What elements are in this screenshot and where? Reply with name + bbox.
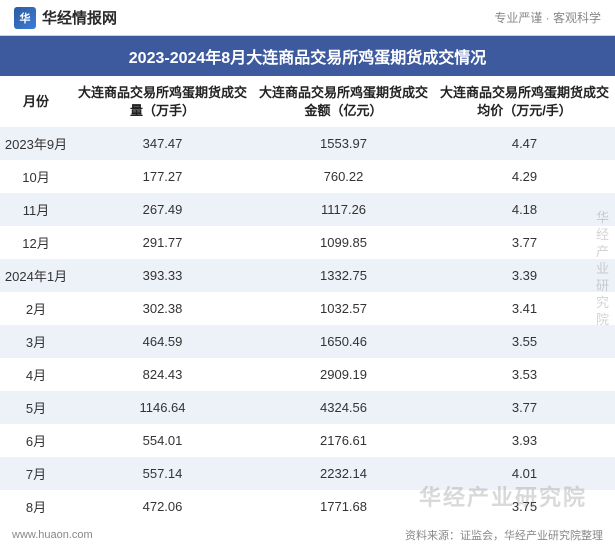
table-cell: 12月 (0, 226, 72, 259)
table-row: 10月177.27760.224.29 (0, 160, 615, 193)
table-cell: 8月 (0, 490, 72, 523)
table-cell: 2月 (0, 292, 72, 325)
table-cell: 2176.61 (253, 424, 434, 457)
table-cell: 302.38 (72, 292, 253, 325)
table-cell: 177.27 (72, 160, 253, 193)
table-cell: 554.01 (72, 424, 253, 457)
table-cell: 1117.26 (253, 193, 434, 226)
table-cell: 4.29 (434, 160, 615, 193)
table-row: 8月472.061771.683.75 (0, 490, 615, 523)
table-cell: 7月 (0, 457, 72, 490)
table-row: 4月824.432909.193.53 (0, 358, 615, 391)
table-cell: 3.53 (434, 358, 615, 391)
table-cell: 1332.75 (253, 259, 434, 292)
footer-source: 资料来源：证监会，华经产业研究院整理 (405, 527, 603, 543)
table-row: 6月554.012176.613.93 (0, 424, 615, 457)
table-cell: 557.14 (72, 457, 253, 490)
table-row: 2023年9月347.471553.974.47 (0, 127, 615, 160)
table-cell: 3.77 (434, 226, 615, 259)
table-row: 7月557.142232.144.01 (0, 457, 615, 490)
data-table: 月份 大连商品交易所鸡蛋期货成交量（万手） 大连商品交易所鸡蛋期货成交金额（亿元… (0, 76, 615, 523)
table-row: 5月1146.644324.563.77 (0, 391, 615, 424)
table-row: 2月302.381032.573.41 (0, 292, 615, 325)
table-cell: 4324.56 (253, 391, 434, 424)
col-header-volume: 大连商品交易所鸡蛋期货成交量（万手） (72, 76, 253, 127)
table-cell: 2023年9月 (0, 127, 72, 160)
table-cell: 3.55 (434, 325, 615, 358)
table-cell: 4.18 (434, 193, 615, 226)
table-header-row: 月份 大连商品交易所鸡蛋期货成交量（万手） 大连商品交易所鸡蛋期货成交金额（亿元… (0, 76, 615, 127)
col-header-amount: 大连商品交易所鸡蛋期货成交金额（亿元） (253, 76, 434, 127)
table-cell: 3.77 (434, 391, 615, 424)
table-cell: 760.22 (253, 160, 434, 193)
table-row: 2024年1月393.331332.753.39 (0, 259, 615, 292)
col-header-avgprice: 大连商品交易所鸡蛋期货成交均价（万元/手） (434, 76, 615, 127)
table-cell: 4.01 (434, 457, 615, 490)
table-cell: 1553.97 (253, 127, 434, 160)
table-cell: 2232.14 (253, 457, 434, 490)
table-cell: 393.33 (72, 259, 253, 292)
page-header: 华 华经情报网 专业严谨 · 客观科学 (0, 0, 615, 36)
table-cell: 347.47 (72, 127, 253, 160)
table-cell: 6月 (0, 424, 72, 457)
table-cell: 824.43 (72, 358, 253, 391)
table-row: 3月464.591650.463.55 (0, 325, 615, 358)
table-cell: 4月 (0, 358, 72, 391)
table-cell: 2909.19 (253, 358, 434, 391)
table-title: 2023-2024年8月大连商品交易所鸡蛋期货成交情况 (0, 36, 615, 76)
table-row: 12月291.771099.853.77 (0, 226, 615, 259)
logo-text: 华经情报网 (42, 7, 117, 28)
table-cell: 3.75 (434, 490, 615, 523)
table-cell: 464.59 (72, 325, 253, 358)
table-cell: 1032.57 (253, 292, 434, 325)
table-cell: 3.93 (434, 424, 615, 457)
table-cell: 1771.68 (253, 490, 434, 523)
table-cell: 291.77 (72, 226, 253, 259)
table-cell: 472.06 (72, 490, 253, 523)
page-footer: www.huaon.com 资料来源：证监会，华经产业研究院整理 (0, 523, 615, 547)
footer-url: www.huaon.com (12, 529, 93, 541)
col-header-month: 月份 (0, 76, 72, 127)
table-cell: 3.41 (434, 292, 615, 325)
table-cell: 4.47 (434, 127, 615, 160)
table-cell: 10月 (0, 160, 72, 193)
table-cell: 1099.85 (253, 226, 434, 259)
logo-icon: 华 (14, 7, 36, 29)
tagline: 专业严谨 · 客观科学 (494, 9, 601, 26)
table-cell: 5月 (0, 391, 72, 424)
table-cell: 11月 (0, 193, 72, 226)
table-cell: 1650.46 (253, 325, 434, 358)
table-cell: 267.49 (72, 193, 253, 226)
table-cell: 3月 (0, 325, 72, 358)
table-cell: 2024年1月 (0, 259, 72, 292)
logo-area: 华 华经情报网 (14, 7, 117, 29)
table-row: 11月267.491117.264.18 (0, 193, 615, 226)
table-cell: 1146.64 (72, 391, 253, 424)
table-cell: 3.39 (434, 259, 615, 292)
